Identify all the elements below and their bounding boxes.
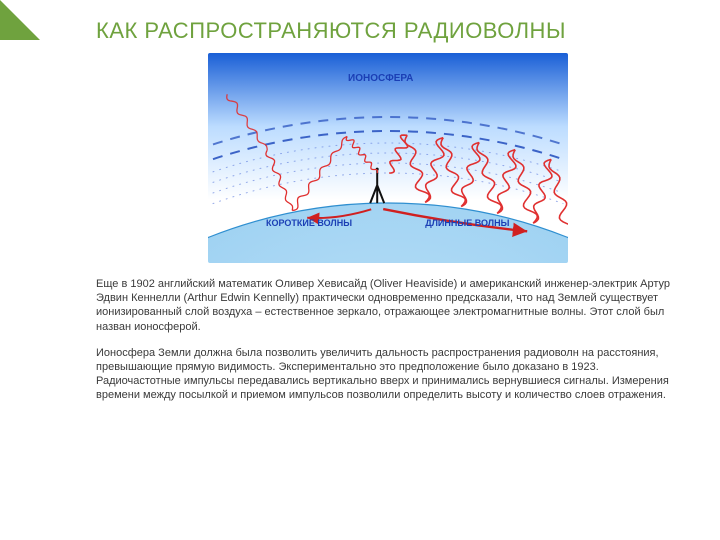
- label-long-waves: ДЛИННЫЕ ВОЛНЫ: [425, 218, 509, 228]
- slide-content: КАК РАСПРОСТРАНЯЮТСЯ РАДИОВОЛНЫ ИОНОСФЕР…: [0, 0, 720, 434]
- accent-corner: [0, 0, 40, 40]
- ionosphere-diagram: ИОНОСФЕРА КОРОТКИЕ ВОЛНЫ ДЛИННЫЕ ВОЛНЫ: [208, 53, 568, 263]
- diagram-container: ИОНОСФЕРА КОРОТКИЕ ВОЛНЫ ДЛИННЫЕ ВОЛНЫ: [96, 53, 680, 263]
- slide-title: КАК РАСПРОСТРАНЯЮТСЯ РАДИОВОЛНЫ: [96, 18, 680, 43]
- label-short-waves: КОРОТКИЕ ВОЛНЫ: [266, 218, 352, 228]
- paragraph-2: Ионосфера Земли должна была позволить ув…: [96, 346, 680, 402]
- label-ionosphere: ИОНОСФЕРА: [348, 73, 413, 84]
- paragraph-1: Еще в 1902 английский математик Оливер Х…: [96, 277, 680, 333]
